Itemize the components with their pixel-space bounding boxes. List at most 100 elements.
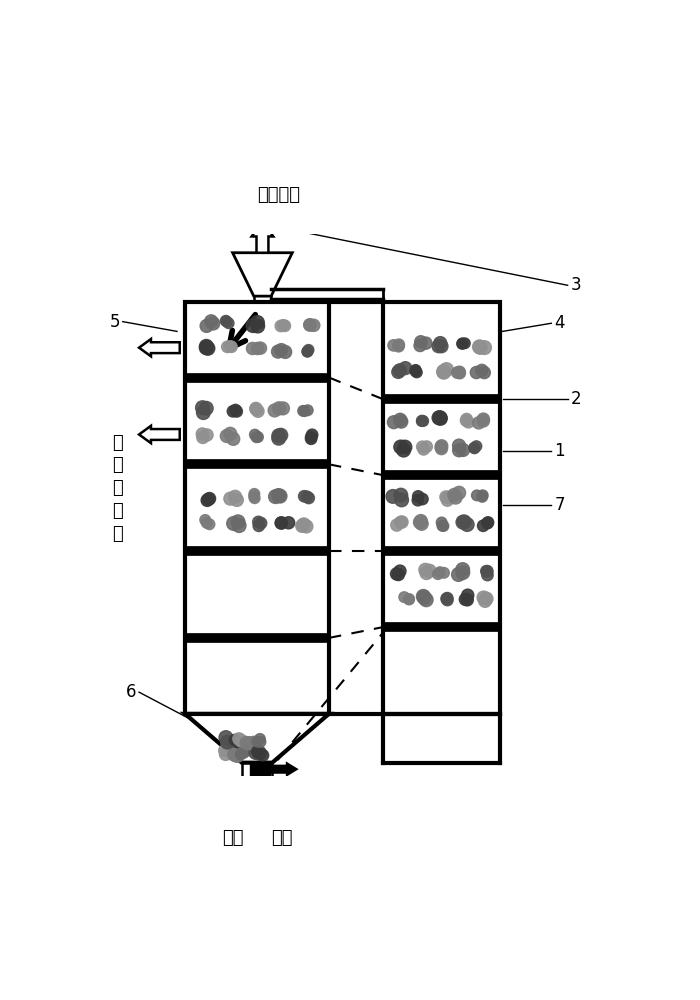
Circle shape — [232, 737, 244, 748]
Circle shape — [283, 517, 295, 529]
Circle shape — [388, 340, 399, 351]
Circle shape — [416, 416, 427, 426]
Circle shape — [275, 517, 288, 529]
Circle shape — [393, 413, 407, 426]
Circle shape — [453, 444, 466, 457]
Circle shape — [440, 491, 452, 503]
Circle shape — [436, 517, 447, 528]
Circle shape — [220, 315, 231, 326]
Text: 2: 2 — [570, 390, 581, 408]
Circle shape — [248, 491, 260, 502]
Circle shape — [196, 428, 209, 440]
Circle shape — [250, 403, 262, 415]
Text: 7: 7 — [554, 496, 565, 514]
Circle shape — [477, 341, 491, 354]
Circle shape — [298, 491, 310, 502]
Circle shape — [275, 320, 286, 332]
Circle shape — [449, 491, 462, 504]
Circle shape — [234, 734, 247, 746]
Circle shape — [412, 367, 422, 378]
Circle shape — [416, 415, 427, 426]
Circle shape — [440, 363, 454, 376]
Circle shape — [251, 319, 265, 333]
Circle shape — [200, 319, 213, 332]
Circle shape — [253, 432, 263, 442]
Text: 烟气出口: 烟气出口 — [257, 186, 300, 204]
Circle shape — [206, 317, 220, 330]
Circle shape — [274, 428, 288, 442]
Circle shape — [276, 402, 289, 415]
Circle shape — [221, 316, 232, 327]
Circle shape — [258, 750, 269, 761]
Circle shape — [246, 319, 260, 332]
Circle shape — [399, 592, 409, 602]
Circle shape — [439, 568, 449, 578]
Circle shape — [227, 735, 241, 749]
Circle shape — [275, 517, 287, 529]
Circle shape — [454, 367, 466, 379]
Circle shape — [435, 567, 445, 577]
Circle shape — [456, 566, 470, 579]
FancyArrow shape — [270, 763, 297, 775]
Circle shape — [386, 490, 400, 503]
Circle shape — [420, 567, 433, 579]
Circle shape — [201, 494, 214, 506]
Circle shape — [393, 339, 405, 350]
Circle shape — [435, 340, 448, 353]
Circle shape — [230, 404, 242, 416]
Text: 1: 1 — [554, 442, 565, 460]
Circle shape — [393, 341, 405, 352]
Circle shape — [273, 489, 287, 503]
Circle shape — [249, 746, 262, 759]
Circle shape — [246, 342, 258, 355]
Circle shape — [404, 594, 414, 604]
Bar — [250, 762, 270, 776]
Circle shape — [252, 747, 263, 758]
Circle shape — [437, 365, 451, 378]
FancyArrow shape — [139, 339, 180, 356]
Circle shape — [452, 439, 466, 452]
Circle shape — [448, 488, 461, 501]
Circle shape — [477, 415, 489, 427]
Circle shape — [454, 366, 466, 378]
Circle shape — [412, 491, 424, 502]
Text: 排渣: 排渣 — [222, 829, 244, 847]
Circle shape — [397, 443, 410, 457]
Text: 3: 3 — [570, 276, 581, 294]
Circle shape — [482, 517, 493, 529]
Circle shape — [395, 493, 409, 507]
Circle shape — [456, 515, 470, 529]
Circle shape — [253, 516, 264, 528]
Circle shape — [394, 440, 407, 454]
Circle shape — [295, 519, 309, 532]
Circle shape — [462, 589, 474, 601]
Circle shape — [231, 406, 242, 417]
Circle shape — [391, 519, 403, 531]
Circle shape — [253, 747, 266, 760]
Circle shape — [476, 364, 488, 376]
Circle shape — [299, 406, 310, 416]
Circle shape — [395, 415, 407, 428]
Circle shape — [398, 440, 412, 454]
Circle shape — [391, 568, 402, 580]
Circle shape — [482, 517, 493, 528]
Circle shape — [272, 402, 286, 415]
FancyArrow shape — [271, 793, 292, 820]
Circle shape — [272, 345, 284, 358]
Circle shape — [434, 337, 447, 350]
Text: 出: 出 — [112, 502, 122, 520]
Circle shape — [461, 413, 473, 425]
Circle shape — [231, 515, 245, 529]
Circle shape — [231, 749, 244, 762]
Text: 热: 热 — [112, 434, 122, 452]
Circle shape — [301, 491, 313, 502]
Circle shape — [396, 516, 408, 528]
Circle shape — [236, 749, 246, 760]
Circle shape — [304, 319, 316, 331]
Circle shape — [410, 365, 421, 375]
Circle shape — [252, 736, 262, 747]
Circle shape — [232, 736, 244, 747]
Circle shape — [199, 339, 213, 353]
Circle shape — [305, 431, 317, 443]
Circle shape — [199, 401, 213, 415]
